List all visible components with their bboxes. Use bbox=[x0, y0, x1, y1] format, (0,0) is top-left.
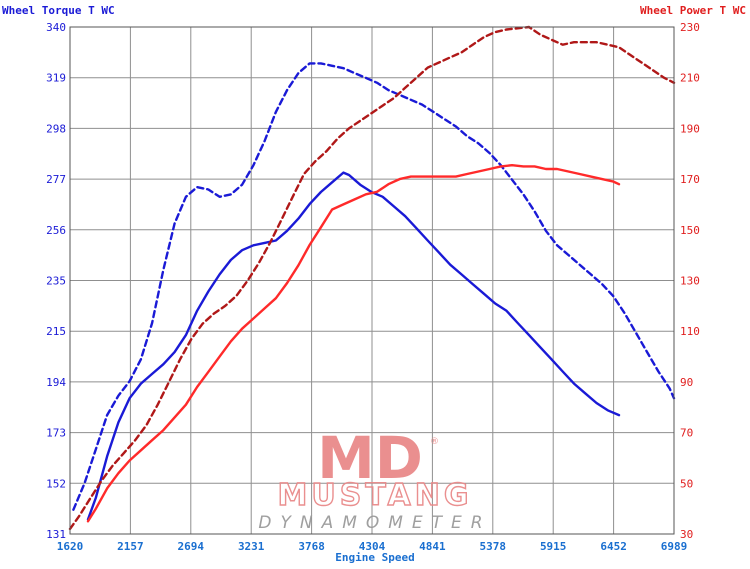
left-tick-label: 256 bbox=[46, 224, 66, 237]
left-tick-label: 277 bbox=[46, 173, 66, 186]
left-tick-label: 235 bbox=[46, 275, 66, 288]
x-tick-label: 3231 bbox=[238, 540, 265, 553]
mustang-dynamometer-logo: MD ® MUSTANG DYNAMOMETER bbox=[258, 424, 491, 533]
series-layer bbox=[68, 25, 676, 531]
left-axis-title: Wheel Torque T WC bbox=[2, 4, 115, 17]
torque-solid-line bbox=[86, 171, 621, 521]
right-tick-label: 150 bbox=[680, 224, 700, 237]
left-tick-label: 173 bbox=[46, 427, 66, 440]
power-dashed-line bbox=[68, 25, 676, 531]
logo-registered-mark: ® bbox=[430, 437, 439, 447]
x-tick-label: 4304 bbox=[359, 540, 386, 553]
x-tick-label: 5378 bbox=[480, 540, 507, 553]
x-tick-label: 2157 bbox=[117, 540, 144, 553]
right-tick-label: 70 bbox=[680, 427, 693, 440]
tick-labels: 1620 2157 2694 3231 3768 4304 4841 5378 5915 6452… bbox=[46, 21, 700, 553]
left-tick-label: 194 bbox=[46, 376, 66, 389]
left-tick-label: 131 bbox=[46, 528, 66, 541]
left-tick-label: 340 bbox=[46, 21, 66, 34]
logo-md-mark: MD bbox=[317, 424, 423, 492]
x-tick-label: 5915 bbox=[540, 540, 567, 553]
right-tick-label: 50 bbox=[680, 477, 693, 490]
right-tick-label: 110 bbox=[680, 325, 700, 338]
left-tick-label: 215 bbox=[46, 325, 66, 338]
right-tick-label: 230 bbox=[680, 21, 700, 34]
right-tick-label: 210 bbox=[680, 72, 700, 85]
logo-subtitle: DYNAMOMETER bbox=[258, 513, 491, 533]
x-tick-label: 2694 bbox=[178, 540, 205, 553]
right-tick-label: 30 bbox=[680, 528, 693, 541]
left-tick-label: 319 bbox=[46, 72, 66, 85]
logo-wordmark: MUSTANG bbox=[278, 478, 473, 513]
right-axis-title: Wheel Power T WC bbox=[640, 4, 746, 17]
right-tick-label: 190 bbox=[680, 122, 700, 135]
right-tick-label: 90 bbox=[680, 376, 693, 389]
torque-dashed-line bbox=[72, 62, 676, 511]
right-tick-label: 170 bbox=[680, 173, 700, 186]
x-tick-label: 6452 bbox=[600, 540, 627, 553]
x-tick-label: 4841 bbox=[419, 540, 446, 553]
right-tick-label: 130 bbox=[680, 275, 700, 288]
left-tick-label: 298 bbox=[46, 122, 66, 135]
plot-frame bbox=[69, 26, 675, 535]
x-tick-label: 3768 bbox=[298, 540, 325, 553]
x-tick-label: 1620 bbox=[57, 540, 84, 553]
x-tick-label: 6989 bbox=[661, 540, 688, 553]
left-tick-label: 152 bbox=[46, 477, 66, 490]
x-axis-title: Engine Speed bbox=[335, 551, 414, 564]
power-solid-line bbox=[86, 164, 621, 523]
